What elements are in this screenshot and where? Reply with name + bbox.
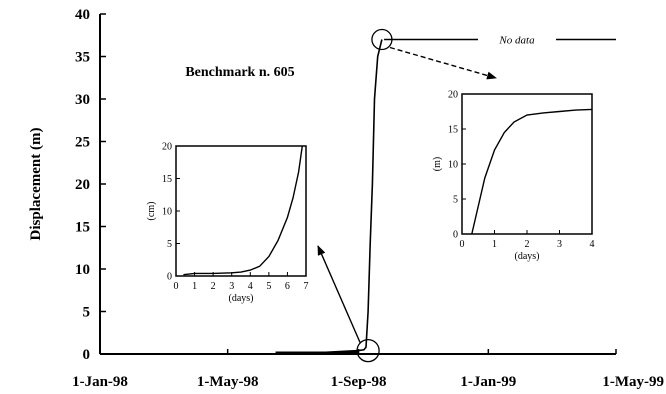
inset-x-tick-label: 7 — [304, 281, 309, 292]
inset-x-tick-label: 5 — [266, 281, 271, 292]
y-tick-label: 40 — [75, 7, 90, 23]
inset-y-tick-label: 20 — [162, 142, 172, 153]
inset-y-tick-label: 5 — [453, 195, 458, 206]
y-tick-label: 30 — [75, 92, 90, 108]
inset-y-axis-label: (cm) — [146, 202, 157, 221]
y-tick-label: 10 — [75, 262, 90, 278]
y-tick-label: 20 — [75, 177, 90, 193]
inset-x-tick-label: 1 — [492, 239, 497, 250]
arrow-to-left-inset — [317, 245, 361, 343]
inset-y-tick-label: 15 — [448, 125, 458, 136]
arrow-to-right-inset — [389, 46, 497, 80]
x-tick-label: 1-May-99 — [602, 374, 664, 390]
y-tick-label: 5 — [83, 305, 91, 321]
inset-x-tick-label: 0 — [174, 281, 179, 292]
right-inset: 0 5 10 15 20 0 1 2 3 4 (days) (m) — [432, 90, 595, 263]
inset-x-tick-label: 4 — [248, 281, 253, 292]
left-inset-series-line — [183, 145, 303, 276]
inset-y-tick-label: 5 — [167, 239, 172, 250]
inset-x-tick-label: 3 — [557, 239, 562, 250]
displacement-series-line — [275, 39, 383, 355]
inset-x-tick-label: 6 — [285, 281, 290, 292]
x-tick-label: 1-Jan-98 — [72, 374, 128, 390]
inset-x-tick-label: 1 — [192, 281, 197, 292]
inset-x-tick-label: 2 — [211, 281, 216, 292]
y-axis-label: Displacement (m) — [28, 128, 44, 241]
inset-y-tick-label: 0 — [167, 272, 172, 283]
x-tick-label: 1-May-98 — [197, 374, 259, 390]
inset-y-axis-label: (m) — [432, 157, 443, 171]
right-inset-frame — [461, 93, 593, 235]
highlight-circle-start — [356, 338, 380, 363]
inset-y-tick-label: 15 — [162, 174, 172, 185]
inset-x-axis-label: (days) — [229, 293, 254, 304]
highlight-circle-end — [371, 28, 393, 51]
benchmark-label: Benchmark n. 605 — [185, 65, 294, 80]
inset-y-tick-label: 20 — [448, 90, 458, 101]
inset-x-axis-label: (days) — [515, 251, 540, 262]
left-inset: 0 5 10 15 20 0 1 2 3 4 5 6 7 (days) (cm) — [146, 142, 309, 305]
left-inset-frame — [175, 145, 307, 277]
y-tick-label: 25 — [75, 135, 90, 151]
right-inset-series-line — [471, 108, 593, 235]
inset-x-tick-label: 3 — [229, 281, 234, 292]
y-tick-label: 35 — [75, 50, 90, 66]
inset-x-tick-label: 4 — [590, 239, 595, 250]
x-tick-label: 1-Jan-99 — [460, 374, 516, 390]
y-tick-label: 0 — [83, 347, 91, 363]
inset-y-tick-label: 10 — [448, 160, 458, 171]
x-tick-label: 1-Sep-98 — [331, 374, 387, 390]
inset-y-tick-label: 0 — [453, 230, 458, 241]
no-data-label: No data — [498, 35, 535, 47]
inset-x-tick-label: 0 — [460, 239, 465, 250]
inset-x-tick-label: 2 — [525, 239, 530, 250]
y-tick-label: 15 — [75, 220, 90, 236]
inset-y-tick-label: 10 — [162, 207, 172, 218]
